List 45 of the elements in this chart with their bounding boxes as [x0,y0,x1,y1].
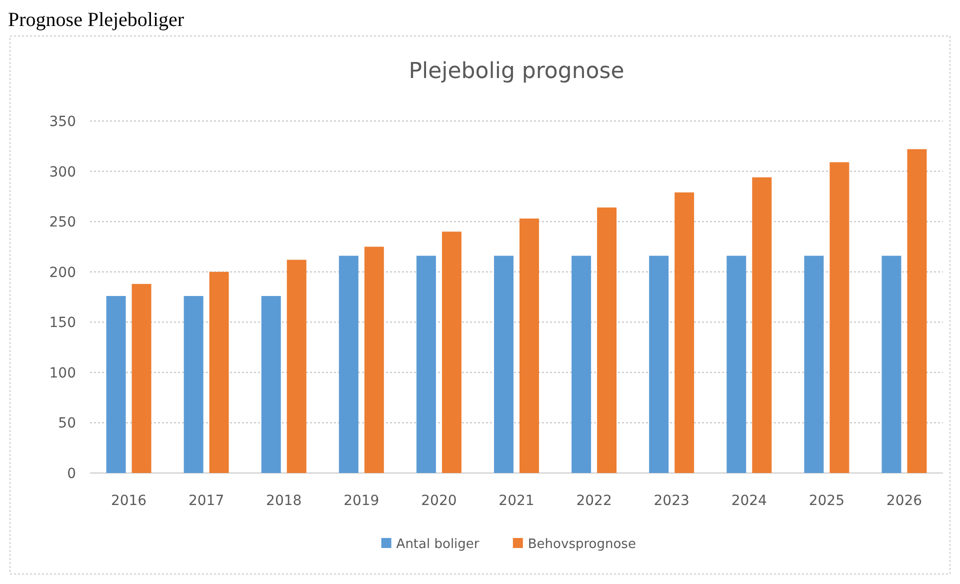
bar [338,256,358,473]
bar [416,256,436,473]
y-tick-label: 200 [49,264,76,281]
bar [649,256,669,473]
bar [209,272,229,473]
bar [520,218,539,473]
y-tick-label: 50 [58,416,76,432]
x-tick-label: 2023 [654,493,690,509]
x-tick-label: 2025 [808,493,844,509]
x-tick-label: 2022 [576,493,612,509]
bar [184,296,204,473]
x-tick-label: 2018 [266,493,302,509]
bar [572,256,592,473]
legend-label: Behovsprognose [528,537,636,552]
y-tick-label: 300 [49,164,76,180]
bar [752,177,772,473]
x-tick-label: 2021 [498,493,534,509]
y-tick-label: 100 [49,365,76,382]
bar [106,296,126,473]
x-tick-label: 2024 [731,493,768,509]
bar [364,246,384,473]
y-tick-label: 350 [49,114,76,130]
chart-title: Plejebolig prognose [408,59,624,84]
x-tick-label: 2026 [886,493,922,509]
bar [597,207,617,473]
bar [286,260,306,473]
bar [804,256,824,473]
bar [261,296,281,473]
text: Prognose Plejeboliger [8,9,184,31]
legend-label: Antal boliger [396,537,480,552]
bar [882,256,902,473]
bar [907,149,927,473]
bar [494,256,514,473]
x-tick-label: 2017 [188,493,224,509]
x-tick-label: 2020 [421,493,457,509]
bar [726,256,746,473]
y-tick-label: 150 [49,315,76,332]
y-tick-label: 0 [67,466,76,482]
y-tick-label: 250 [49,214,76,231]
bar [442,232,462,473]
x-tick-label: 2016 [110,493,147,509]
x-tick-label: 2019 [344,493,380,509]
bar [674,192,694,473]
bar [132,284,152,473]
bar [830,162,850,473]
